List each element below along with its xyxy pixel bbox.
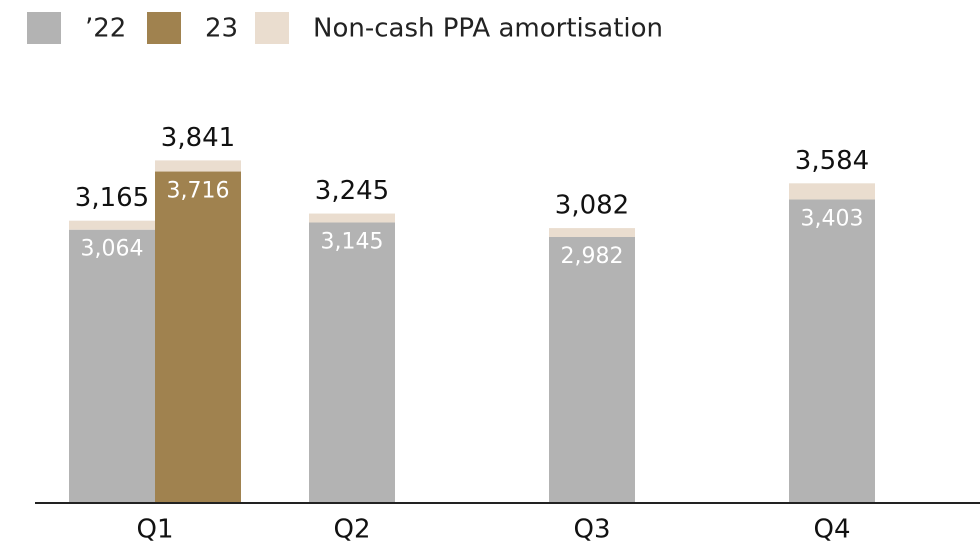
bar [155, 171, 241, 503]
ppa-segment [789, 183, 875, 200]
legend-label: 23 [205, 14, 238, 44]
value-label: 3,064 [81, 237, 144, 262]
ppa-segment [155, 160, 241, 172]
ppa-segment [309, 213, 395, 223]
bar [789, 199, 875, 503]
value-label: 2,982 [561, 244, 624, 269]
value-label: 3,716 [167, 179, 230, 204]
bar [309, 222, 395, 503]
x-tick-label: Q1 [136, 515, 173, 545]
legend-swatch [147, 12, 181, 44]
legend-label: ’22 [85, 14, 126, 44]
legend-swatch [27, 12, 61, 44]
legend-label: Non-cash PPA amortisation [313, 14, 663, 44]
legend-swatch [255, 12, 289, 44]
value-label: 3,403 [801, 206, 864, 231]
x-tick-label: Q3 [573, 515, 610, 545]
total-label: 3,082 [555, 191, 629, 221]
value-label: 3,145 [321, 229, 384, 254]
total-label: 3,841 [161, 123, 235, 153]
bar [549, 237, 635, 503]
ppa-segment [69, 220, 155, 230]
x-tick-label: Q2 [333, 515, 370, 545]
total-label: 3,245 [315, 176, 389, 206]
bar [69, 229, 155, 503]
total-label: 3,165 [75, 183, 149, 213]
total-label: 3,584 [795, 146, 869, 176]
x-tick-label: Q4 [813, 515, 850, 545]
ppa-segment [549, 228, 635, 238]
